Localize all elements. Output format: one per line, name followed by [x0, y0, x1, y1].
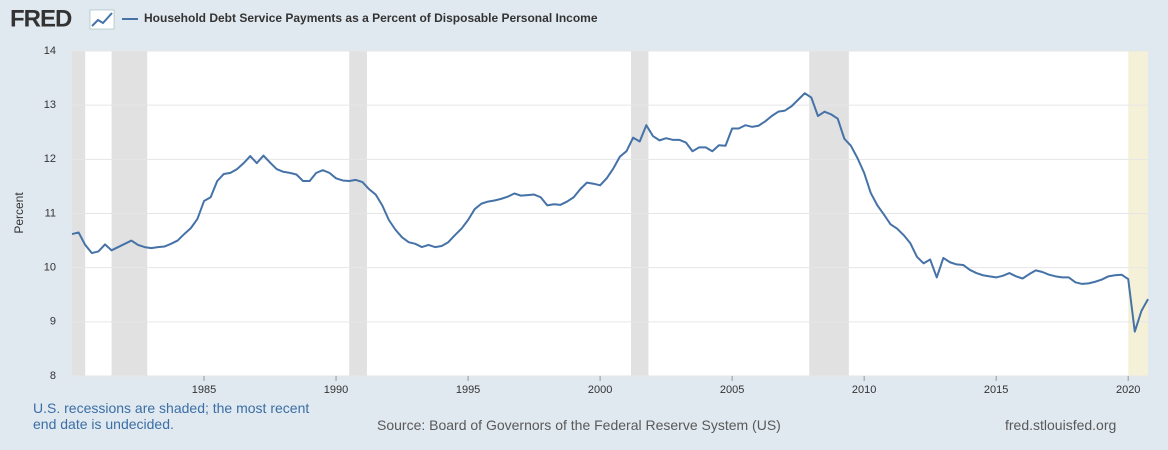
y-tick-label: 8 — [50, 370, 56, 382]
y-axis-label: Percent — [12, 192, 26, 234]
x-tick-label: 2000 — [588, 384, 612, 396]
x-tick-label: 1995 — [456, 384, 480, 396]
note: U.S. recessions are shaded; the most rec… — [33, 400, 310, 432]
y-tick-label: 14 — [44, 45, 56, 57]
logo-icon — [89, 9, 115, 30]
y-tick-label: 10 — [44, 262, 56, 274]
y-tick-label: 9 — [50, 316, 56, 328]
x-tick-label: 2005 — [720, 384, 744, 396]
source: Source: Board of Governors of the Federa… — [377, 417, 781, 433]
logo[interactable]: FRED — [10, 5, 73, 32]
y-tick-label: 11 — [45, 207, 56, 219]
y-tick-label: 12 — [44, 153, 56, 165]
x-tick-label: 1985 — [192, 384, 216, 396]
x-tick-label: 2010 — [852, 384, 876, 396]
legend-label: Household Debt Service Payments as a Per… — [144, 11, 598, 25]
y-tick-label: 13 — [44, 99, 56, 111]
x-tick-label: 2015 — [984, 384, 1008, 396]
site[interactable]: fred.stlouisfed.org — [1005, 417, 1117, 433]
x-tick-label: 1990 — [324, 384, 348, 396]
x-tick-label: 2020 — [1116, 384, 1140, 396]
series-line — [71, 92, 1149, 333]
